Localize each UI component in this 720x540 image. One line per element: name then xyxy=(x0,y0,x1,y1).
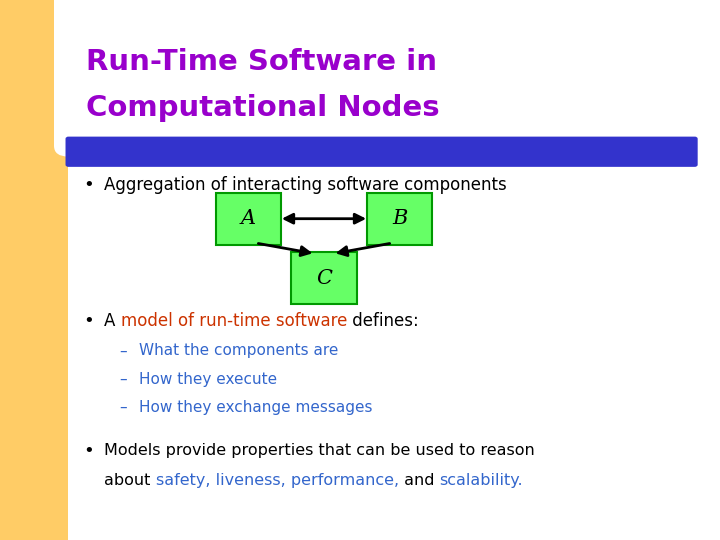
FancyBboxPatch shape xyxy=(54,0,720,157)
FancyBboxPatch shape xyxy=(66,137,698,167)
Text: scalability.: scalability. xyxy=(440,473,523,488)
Text: C: C xyxy=(316,268,332,288)
FancyBboxPatch shape xyxy=(291,252,357,304)
Text: defines:: defines: xyxy=(348,312,419,330)
Text: –: – xyxy=(119,343,127,359)
FancyBboxPatch shape xyxy=(367,193,432,245)
Text: safety, liveness, performance,: safety, liveness, performance, xyxy=(156,473,399,488)
Text: A: A xyxy=(104,312,121,330)
Text: Aggregation of interacting software components: Aggregation of interacting software comp… xyxy=(104,176,507,194)
Text: –: – xyxy=(119,400,127,415)
FancyBboxPatch shape xyxy=(216,193,282,245)
Text: A: A xyxy=(240,209,256,228)
Text: •: • xyxy=(83,442,94,460)
Text: –: – xyxy=(119,372,127,387)
Text: Models provide properties that can be used to reason: Models provide properties that can be us… xyxy=(104,443,535,458)
Text: about: about xyxy=(104,473,156,488)
Text: model of run-time software: model of run-time software xyxy=(121,312,347,330)
Text: •: • xyxy=(83,176,94,194)
Text: How they exchange messages: How they exchange messages xyxy=(139,400,372,415)
FancyBboxPatch shape xyxy=(0,0,68,540)
Text: Run-Time Software in: Run-Time Software in xyxy=(86,48,438,76)
Text: What the components are: What the components are xyxy=(139,343,338,359)
Text: Computational Nodes: Computational Nodes xyxy=(86,94,440,122)
Text: How they execute: How they execute xyxy=(139,372,277,387)
Text: and: and xyxy=(399,473,440,488)
Text: B: B xyxy=(392,209,408,228)
Text: •: • xyxy=(83,312,94,330)
